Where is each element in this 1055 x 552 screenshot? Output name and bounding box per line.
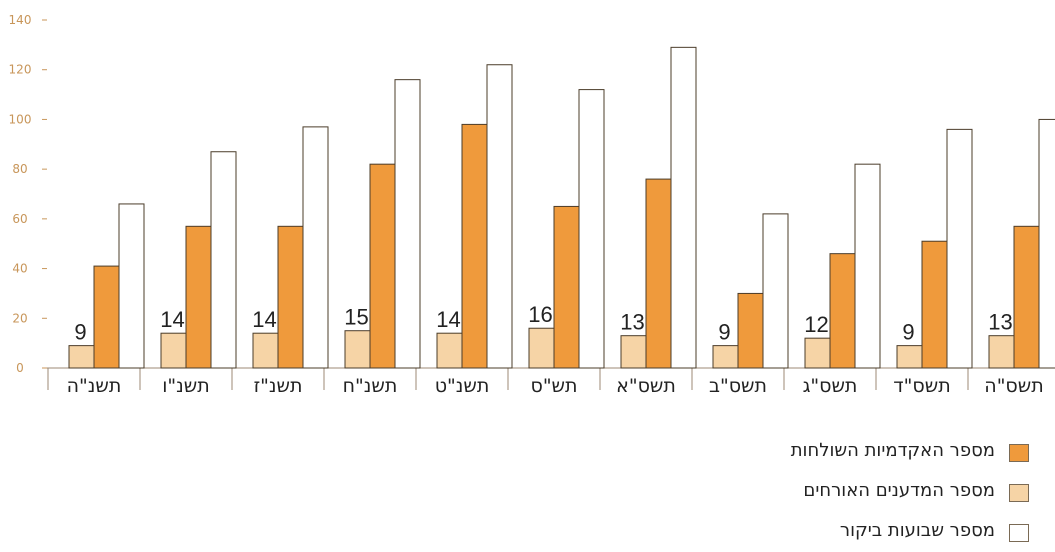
bar-academies	[829, 253, 856, 369]
bar-academies	[553, 205, 580, 369]
bar-weeks	[946, 128, 973, 369]
data-label: 16	[528, 302, 552, 327]
x-tick-label: תש"ס	[530, 375, 577, 397]
legend-swatch-scientists	[1009, 484, 1029, 502]
x-tick-label: תשנ"ח	[343, 375, 398, 397]
bar-scientists	[436, 332, 463, 369]
legend-label-scientists: מספר המדענים האורחים	[803, 480, 995, 501]
legend-item-weeks: מספר שבועות ביקור	[709, 512, 1029, 552]
data-label: 9	[718, 320, 730, 345]
bar-academies	[277, 225, 304, 369]
chart-legend: מספר האקדמיות השולחות מספר המדענים האורח…	[709, 432, 1029, 552]
bar-academies	[185, 225, 212, 369]
x-tick-label: תשס"ג	[803, 375, 858, 397]
bar-scientists	[160, 332, 187, 369]
x-tick-label: תשס"א	[616, 375, 676, 397]
y-tick-label: 100	[9, 112, 32, 126]
data-label: 14	[436, 307, 460, 332]
data-label: 14	[252, 307, 276, 332]
bar-weeks	[854, 163, 881, 369]
x-tick-label: תשנ"ה	[67, 375, 122, 397]
legend-swatch-academies	[1009, 444, 1029, 462]
bar-academies	[737, 292, 764, 369]
x-tick-label: תשנ"ו	[162, 375, 209, 397]
bar-weeks	[762, 213, 789, 369]
bar-academies	[93, 265, 120, 369]
legend-label-academies: מספר האקדמיות השולחות	[790, 440, 995, 461]
legend-swatch-weeks	[1009, 524, 1029, 542]
data-label: 9	[74, 320, 86, 345]
legend-item-academies: מספר האקדמיות השולחות	[709, 432, 1029, 472]
bar-scientists	[344, 330, 371, 369]
x-tick-label: תשס"ה	[984, 375, 1043, 397]
x-tick-label: תשס"ד	[893, 375, 950, 397]
bar-scientists	[68, 345, 95, 369]
bar-weeks	[302, 126, 329, 369]
x-tick-label: תשנ"ט	[435, 375, 490, 397]
y-tick-label: 0	[16, 361, 24, 375]
data-label: 15	[344, 305, 368, 330]
y-tick-label: 80	[12, 162, 27, 176]
legend-label-weeks: מספר שבועות ביקור	[839, 520, 995, 541]
bar-scientists	[252, 332, 279, 369]
y-tick-label: 120	[9, 63, 32, 77]
data-label: 13	[620, 310, 644, 335]
legend-item-scientists: מספר המדענים האורחים	[709, 472, 1029, 512]
bar-academies	[645, 178, 672, 369]
y-tick-label: 60	[12, 212, 27, 226]
bar-academies	[461, 123, 488, 369]
bar-scientists	[528, 327, 555, 369]
bar-weeks	[578, 89, 605, 369]
bar-academies	[1013, 225, 1040, 369]
bar-weeks	[210, 151, 237, 369]
y-tick-label: 40	[12, 262, 27, 276]
bar-weeks	[486, 64, 513, 369]
bar-academies	[369, 163, 396, 369]
bar-weeks	[670, 46, 697, 369]
y-tick-label: 140	[9, 13, 32, 27]
data-label: 9	[902, 320, 914, 345]
bar-scientists	[620, 335, 647, 369]
bar-scientists	[804, 337, 831, 369]
data-label: 14	[160, 307, 184, 332]
data-label: 12	[804, 312, 828, 337]
bar-scientists	[712, 345, 739, 369]
bar-scientists	[988, 335, 1015, 369]
bar-academies	[921, 240, 948, 369]
x-tick-label: תשנ"ז	[254, 375, 303, 397]
bar-weeks	[394, 79, 421, 369]
bar-weeks	[118, 203, 145, 369]
bar-scientists	[896, 345, 923, 369]
x-tick-label: תשס"ב	[709, 375, 767, 397]
bar-weeks	[1038, 118, 1055, 369]
y-tick-label: 20	[12, 311, 27, 325]
data-label: 13	[988, 310, 1012, 335]
